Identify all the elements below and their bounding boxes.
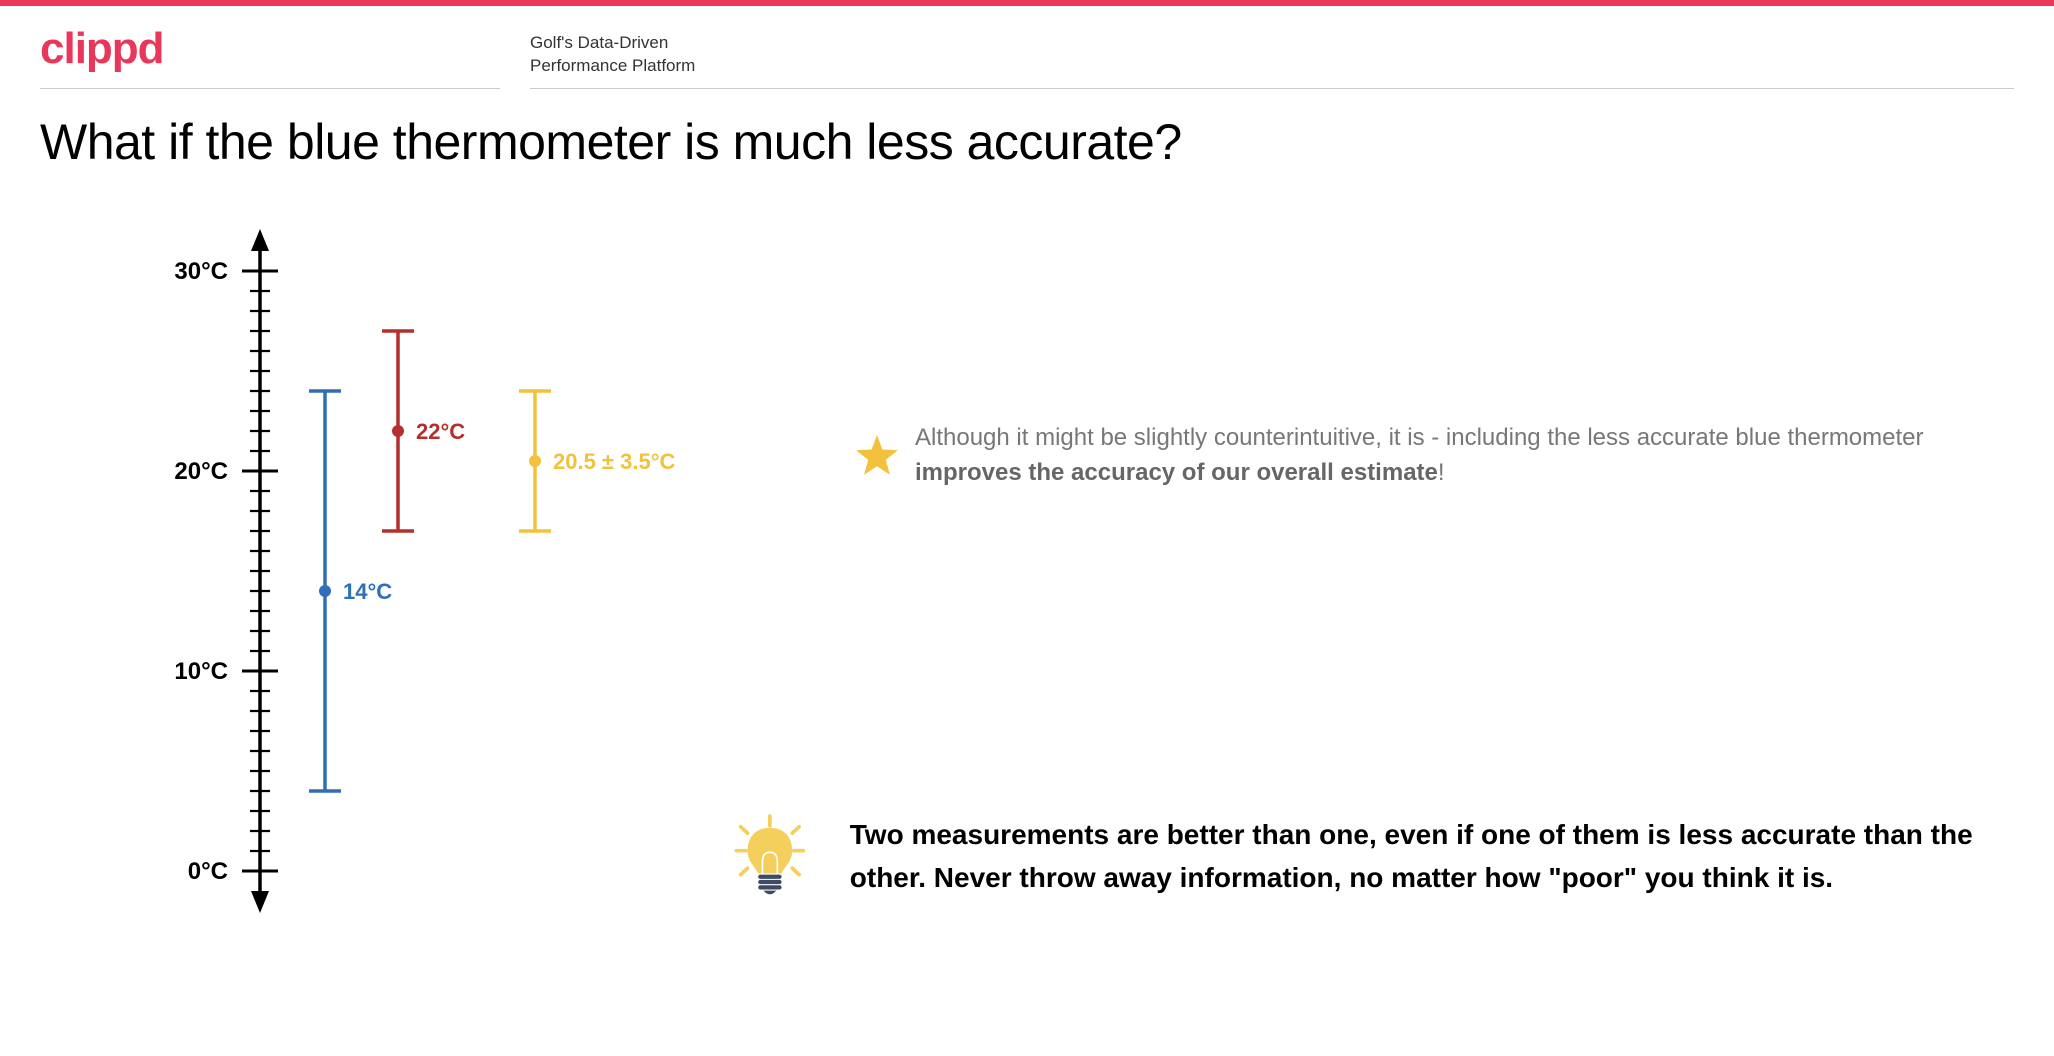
page-title: What if the blue thermometer is much les… xyxy=(0,89,2054,181)
svg-text:0°C: 0°C xyxy=(188,858,228,885)
svg-text:20.5 ± 3.5°C: 20.5 ± 3.5°C xyxy=(553,449,675,474)
tagline-line2: Performance Platform xyxy=(530,55,2014,78)
explain-pre: Although it might be slightly counterint… xyxy=(915,424,1924,451)
right-column: Although it might be slightly counterint… xyxy=(720,211,2014,931)
takeaway-row: Two measurements are better than one, ev… xyxy=(730,771,1974,941)
tagline: Golf's Data-Driven Performance Platform xyxy=(530,32,2014,89)
takeaway-text: Two measurements are better than one, ev… xyxy=(850,813,1974,900)
star-icon xyxy=(855,435,899,479)
explain-bold: improves the accuracy of our overall est… xyxy=(915,459,1438,486)
svg-text:10°C: 10°C xyxy=(174,658,228,685)
tagline-line1: Golf's Data-Driven xyxy=(530,32,2014,55)
explanation-text: Although it might be slightly counterint… xyxy=(915,421,1954,491)
chart-column: 30°C 20°C 10°C 0°C 14°C 22°C 20.5 ± 3.5°C xyxy=(130,211,690,931)
lightbulb-icon xyxy=(730,771,810,941)
logo-block: clippd xyxy=(40,24,500,89)
svg-text:30°C: 30°C xyxy=(174,258,228,285)
svg-text:20°C: 20°C xyxy=(174,458,228,485)
svg-text:14°C: 14°C xyxy=(343,579,392,604)
header: clippd Golf's Data-Driven Performance Pl… xyxy=(0,6,2054,89)
thermometer-chart: 30°C 20°C 10°C 0°C 14°C 22°C 20.5 ± 3.5°C xyxy=(130,211,690,931)
brand-logo: clippd xyxy=(40,24,164,73)
content: 30°C 20°C 10°C 0°C 14°C 22°C 20.5 ± 3.5°C Alth… xyxy=(0,181,2054,971)
explain-post: ! xyxy=(1438,459,1445,486)
svg-text:22°C: 22°C xyxy=(416,419,465,444)
